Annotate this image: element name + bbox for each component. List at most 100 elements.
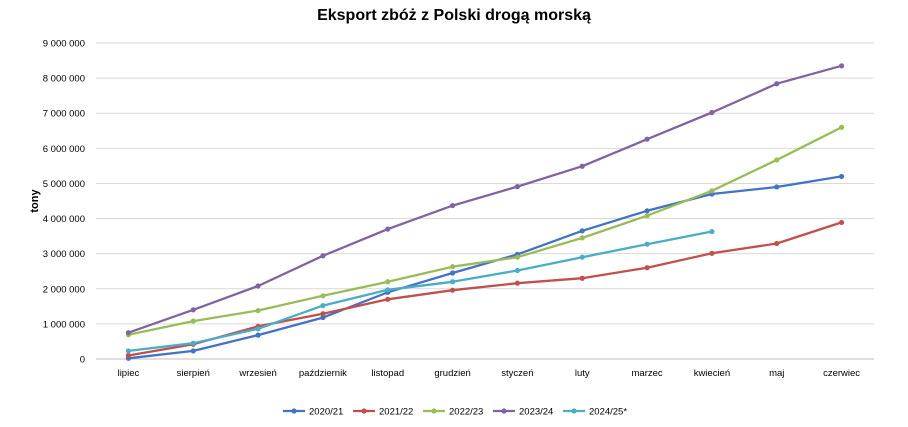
data-point: [774, 184, 780, 190]
data-point: [838, 63, 845, 69]
data-point: [255, 326, 261, 332]
series-line: [128, 230, 713, 353]
series-line: [128, 221, 842, 357]
x-tick-label: lipiec: [118, 368, 140, 379]
data-point: [579, 228, 585, 234]
data-point: [190, 340, 196, 346]
chart-title: Eksport zbóż z Polski drogą morską: [317, 7, 591, 24]
data-point: [320, 311, 326, 317]
series-layer: [125, 63, 845, 361]
series-line: [128, 64, 842, 334]
legend-swatch-marker: [431, 408, 437, 414]
data-point: [514, 184, 521, 190]
series-2022-23: [125, 124, 845, 338]
data-point: [125, 330, 132, 336]
data-point: [838, 124, 845, 130]
data-point: [320, 253, 326, 259]
data-point: [644, 241, 650, 247]
legend-item: 2020/21: [283, 407, 343, 418]
data-point: [255, 283, 261, 289]
data-point: [838, 219, 845, 226]
data-point: [774, 157, 780, 163]
data-point: [449, 279, 456, 285]
legend-item: 2024/25*: [563, 407, 627, 418]
x-tick-label: październik: [299, 368, 347, 379]
data-point: [190, 318, 196, 324]
series-2020-21: [125, 173, 845, 361]
y-tick-label: 2 000 000: [43, 284, 85, 295]
y-tick-label: 5 000 000: [43, 179, 85, 190]
data-point: [514, 254, 521, 260]
data-point: [125, 348, 132, 354]
data-point: [449, 287, 456, 293]
data-point: [579, 163, 585, 169]
data-point: [579, 254, 585, 260]
data-point: [709, 109, 715, 116]
data-point: [579, 275, 585, 281]
grid-layer: [96, 42, 874, 360]
legend-swatch-marker: [501, 408, 507, 414]
legend-label: 2022/23: [449, 407, 483, 418]
x-tick-label: marzec: [632, 368, 663, 379]
data-point: [514, 267, 521, 274]
y-tick-label: 0: [80, 355, 85, 366]
y-tick-label: 3 000 000: [43, 249, 85, 260]
legend-item: 2021/22: [353, 407, 413, 418]
data-point: [190, 307, 196, 313]
data-point: [449, 270, 456, 276]
data-point: [644, 213, 650, 219]
y-tick-label: 4 000 000: [43, 214, 85, 225]
series-line: [128, 175, 842, 360]
legend-label: 2023/24: [519, 407, 553, 418]
legend-swatch-marker: [361, 408, 367, 414]
legend-label: 2020/21: [309, 407, 343, 418]
legend: 2020/21 2021/22 2022/23 2023/24 2024/25*: [283, 407, 627, 418]
data-point: [385, 226, 391, 232]
legend-item: 2022/23: [423, 407, 483, 418]
data-point: [255, 332, 261, 338]
x-tick-label: grudzień: [434, 368, 470, 379]
data-point: [644, 208, 650, 214]
x-tick-label: luty: [575, 368, 590, 379]
x-tick-label: listopad: [371, 368, 404, 379]
data-point: [709, 188, 715, 194]
y-axis-ticks: 0 1 000 000 2 000 000 3 000 000 4 000 000 5 0…: [43, 39, 85, 366]
data-point: [125, 352, 132, 359]
series-2024-25-: [125, 228, 715, 354]
data-point: [449, 264, 456, 270]
series-2021-22: [125, 219, 845, 359]
y-tick-label: 8 000 000: [43, 74, 85, 85]
data-point: [320, 303, 326, 309]
legend-item: 2023/24: [493, 407, 553, 418]
y-tick-label: 9 000 000: [43, 39, 85, 50]
y-tick-label: 1 000 000: [43, 319, 85, 330]
y-tick-label: 7 000 000: [43, 109, 85, 120]
data-point: [709, 228, 715, 235]
x-tick-label: styczeń: [501, 368, 533, 379]
legend-swatch-marker: [571, 408, 577, 414]
data-point: [644, 136, 650, 142]
data-point: [774, 81, 780, 87]
data-point: [385, 279, 391, 285]
data-point: [255, 307, 261, 314]
data-point: [709, 250, 715, 256]
data-point: [449, 202, 456, 209]
x-tick-label: kwiecień: [694, 368, 730, 379]
data-point: [644, 265, 650, 271]
x-tick-label: sierpień: [177, 368, 210, 379]
x-tick-label: wrzesień: [238, 368, 277, 379]
data-point: [385, 287, 391, 293]
data-point: [385, 296, 391, 302]
data-point: [579, 235, 585, 241]
y-axis-label: tony: [29, 189, 41, 213]
y-tick-label: 6 000 000: [43, 144, 85, 155]
data-point: [320, 314, 326, 321]
data-point: [774, 240, 780, 247]
legend-label: 2021/22: [379, 407, 413, 418]
data-point: [320, 293, 326, 299]
data-point: [514, 280, 521, 286]
series-line: [128, 126, 843, 336]
series-2023-24: [125, 63, 845, 336]
